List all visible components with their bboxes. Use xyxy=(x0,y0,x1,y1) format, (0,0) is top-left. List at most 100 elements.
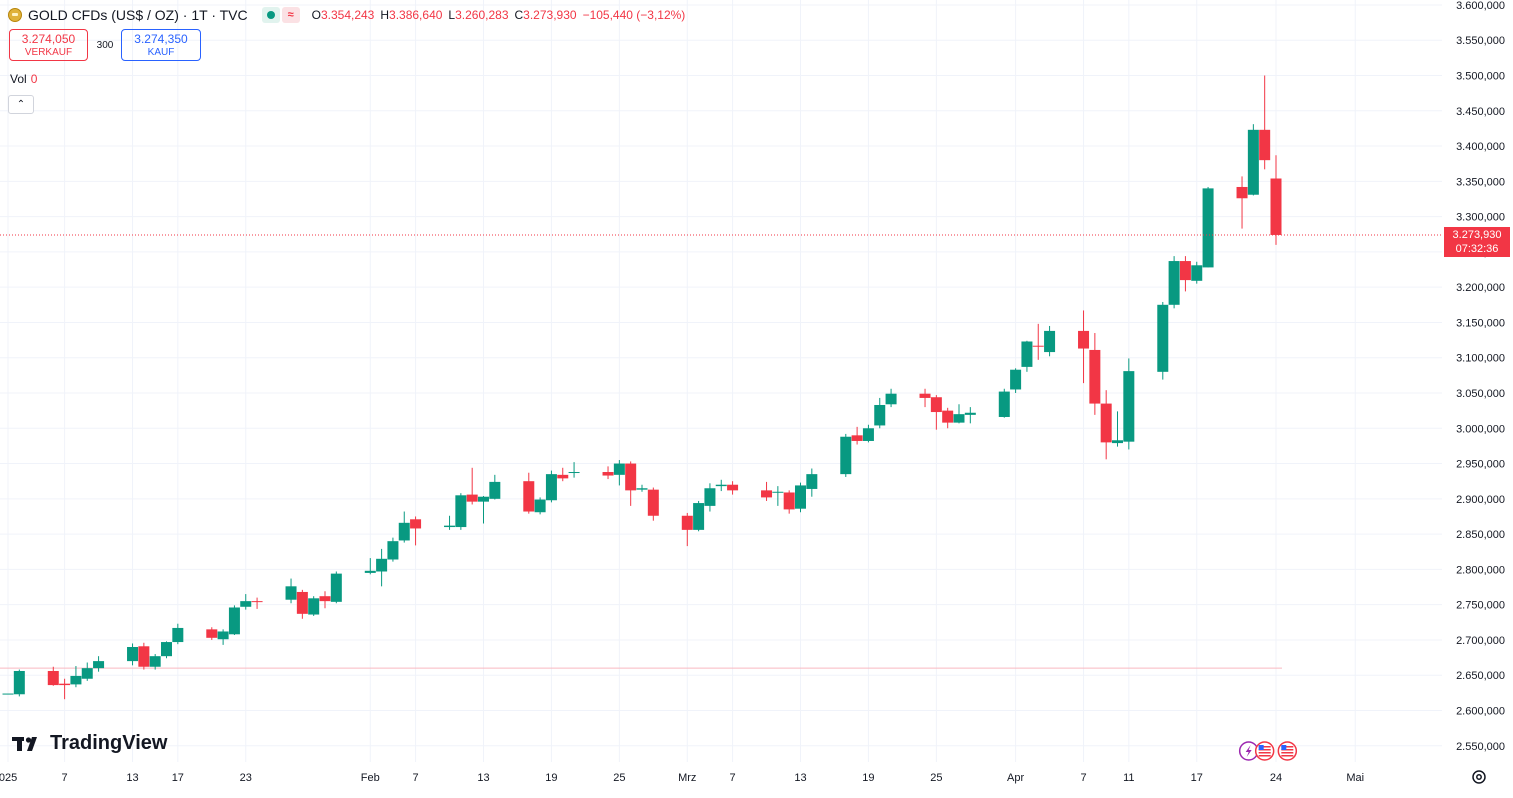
y-tick-label: 2.750,000 xyxy=(1456,600,1505,612)
candle-body xyxy=(172,627,184,643)
candle xyxy=(625,461,637,506)
candle xyxy=(285,578,297,604)
x-tick-label: 7 xyxy=(1080,772,1086,784)
candle xyxy=(704,483,716,512)
candle xyxy=(840,433,852,477)
candle xyxy=(1123,358,1135,450)
delay-wave-icon[interactable]: ≈ xyxy=(281,7,300,23)
status-indicators[interactable]: ≈ xyxy=(261,7,300,23)
candle xyxy=(851,426,863,445)
candle xyxy=(534,497,546,515)
candle-body xyxy=(59,683,71,686)
sell-button[interactable]: 3.274,050 VERKAUF xyxy=(9,29,88,61)
x-tick-label: 13 xyxy=(477,772,489,784)
candle-body xyxy=(1112,440,1123,444)
us-flag-icon xyxy=(1254,741,1275,761)
price-axis[interactable]: 3.600,000 3.550,000 3.500,000 3.450,000 3.40… xyxy=(1456,0,1505,753)
candle xyxy=(206,627,218,640)
candle-body xyxy=(727,484,739,491)
event-markers[interactable] xyxy=(1238,741,1298,761)
candle xyxy=(1078,310,1090,384)
x-tick-label: Feb xyxy=(361,772,380,784)
x-tick-label: 25 xyxy=(613,772,625,784)
candle xyxy=(1168,256,1180,309)
candle xyxy=(127,643,139,666)
bar-countdown: 07:32:36 xyxy=(1455,242,1499,255)
candle xyxy=(930,395,942,430)
candle-body xyxy=(806,474,818,489)
candle-body xyxy=(1123,371,1135,442)
candle xyxy=(1247,124,1259,196)
collapse-legend-button[interactable]: ⌃ xyxy=(8,95,34,114)
time-axis[interactable]: 025 7 13 17 23 Feb 7 13 19 25 Mrz 7 13 19 25 Apr 7 11 17 24… xyxy=(0,772,1364,784)
candle xyxy=(240,594,252,610)
candle xyxy=(138,642,150,670)
candle-body xyxy=(862,428,874,441)
buy-button[interactable]: 3.274,350 KAUF xyxy=(121,29,201,61)
candle xyxy=(647,487,659,521)
candle xyxy=(81,662,93,681)
candle xyxy=(489,474,501,500)
candle-body xyxy=(364,570,376,573)
candle-body xyxy=(455,495,467,528)
spread-value: 300 xyxy=(96,40,114,51)
x-tick-label: Apr xyxy=(1007,772,1024,784)
candle xyxy=(613,460,625,486)
candle-body xyxy=(376,558,388,572)
candle-body xyxy=(240,601,252,607)
y-tick-label: 2.550,000 xyxy=(1456,741,1505,753)
candle-body xyxy=(568,472,580,474)
candle-body xyxy=(1168,261,1180,305)
x-tick-label: 7 xyxy=(62,772,68,784)
candle-body xyxy=(930,397,942,413)
candle xyxy=(59,678,71,700)
candle-body xyxy=(387,541,399,560)
x-tick-label: 17 xyxy=(172,772,184,784)
candle-body xyxy=(1089,349,1101,404)
candle-body xyxy=(93,661,105,669)
candle xyxy=(862,424,874,443)
candle-body xyxy=(13,670,25,695)
volume-label: Vol xyxy=(10,72,27,86)
candle xyxy=(1270,155,1282,245)
candle-body xyxy=(1010,369,1022,390)
x-tick-label: Mrz xyxy=(678,772,696,784)
x-tick-label: 23 xyxy=(240,772,252,784)
candle xyxy=(330,571,342,604)
candle-body xyxy=(783,492,795,510)
candle xyxy=(885,388,897,408)
tradingview-logo[interactable]: TradingView xyxy=(12,732,167,755)
x-tick-label: 13 xyxy=(794,772,806,784)
y-tick-label: 3.550,000 xyxy=(1456,35,1505,47)
candle xyxy=(364,558,376,575)
high-value: 3.386,640 xyxy=(389,8,443,22)
candle xyxy=(942,407,954,429)
candle-body xyxy=(149,656,161,667)
candle-body xyxy=(308,598,320,615)
candle xyxy=(568,462,580,478)
volume-value: 0 xyxy=(30,72,38,86)
candle xyxy=(398,511,410,543)
y-tick-label: 2.850,000 xyxy=(1456,529,1505,541)
candle-body xyxy=(840,436,852,475)
candle xyxy=(455,493,467,530)
candle-body xyxy=(489,481,501,499)
x-tick-label: 11 xyxy=(1123,772,1134,784)
symbol-title[interactable]: GOLD CFDs (US$ / OZ) · 1T · TVC xyxy=(28,7,248,23)
candle-body xyxy=(534,499,546,513)
market-open-icon[interactable] xyxy=(261,7,280,23)
sell-price: 3.274,050 xyxy=(21,32,76,46)
candle xyxy=(1021,340,1033,372)
candle-body xyxy=(138,646,150,667)
candle-body xyxy=(127,646,139,662)
y-tick-label: 2.700,000 xyxy=(1456,635,1505,647)
candle-body xyxy=(319,596,331,602)
candle-body xyxy=(761,490,773,498)
candle-body xyxy=(70,675,82,685)
candle xyxy=(783,490,795,514)
gear-icon[interactable] xyxy=(1471,769,1487,785)
y-tick-label: 3.300,000 xyxy=(1456,212,1505,224)
candle-body xyxy=(523,481,535,512)
candle xyxy=(1044,325,1056,357)
